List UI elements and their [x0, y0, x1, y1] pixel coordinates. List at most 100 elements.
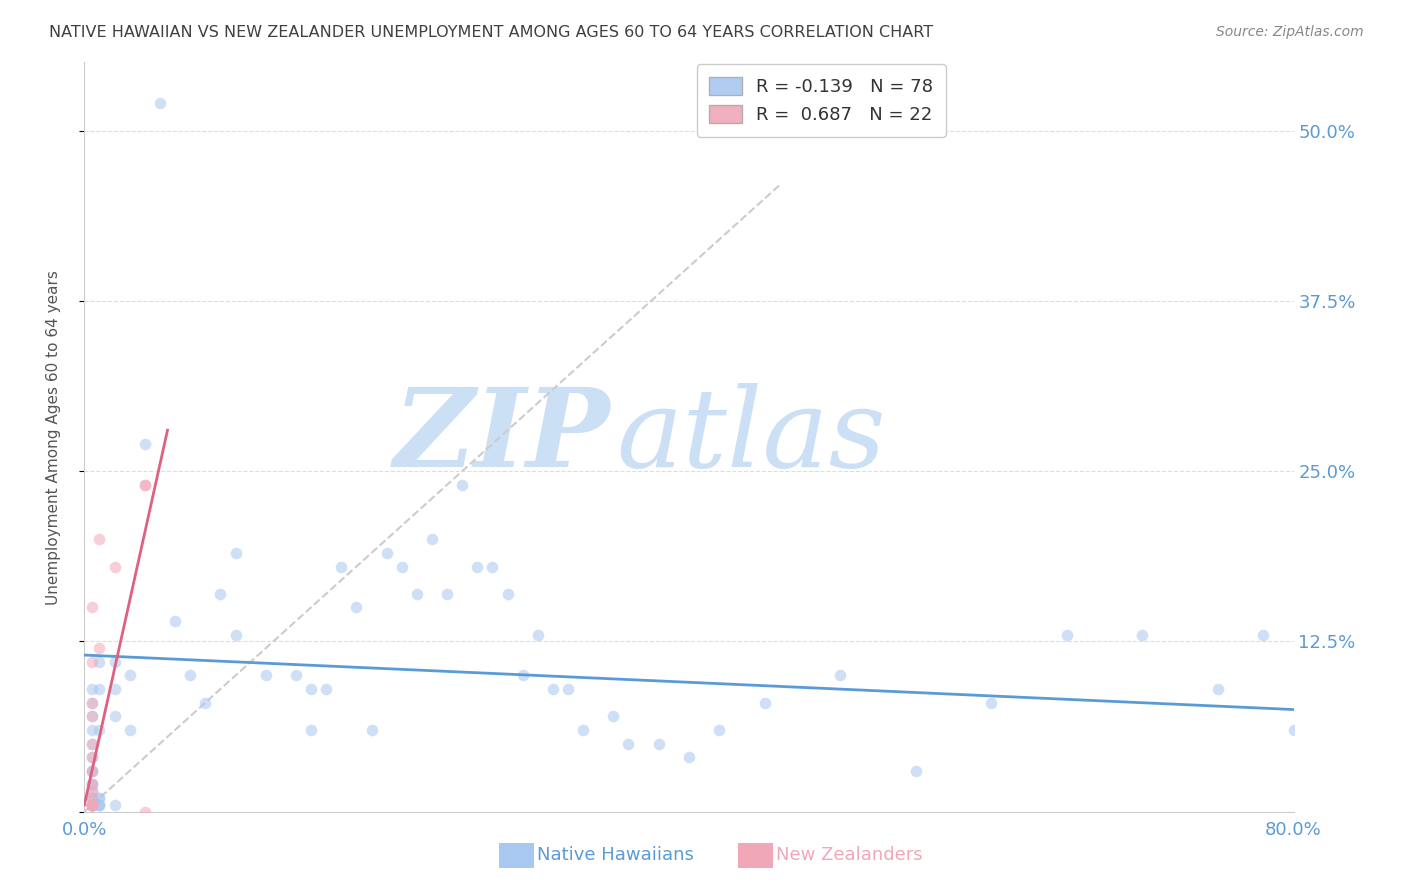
- Point: [709, 723, 731, 737]
- Point: [648, 737, 671, 751]
- Point: [512, 668, 534, 682]
- Point: [80, 764, 103, 778]
- Point: [602, 709, 624, 723]
- Point: [80, 723, 103, 737]
- Point: [541, 682, 564, 697]
- Point: [830, 668, 852, 682]
- Point: [80, 709, 103, 723]
- Point: [134, 477, 156, 491]
- Point: [617, 737, 640, 751]
- Point: [118, 723, 141, 737]
- Text: Source: ZipAtlas.com: Source: ZipAtlas.com: [1216, 25, 1364, 39]
- Point: [89, 723, 111, 737]
- Point: [527, 627, 550, 641]
- Point: [80, 709, 103, 723]
- Point: [80, 764, 103, 778]
- Point: [80, 750, 103, 764]
- Point: [80, 797, 103, 812]
- Point: [80, 797, 103, 812]
- Point: [104, 559, 127, 574]
- Point: [80, 737, 103, 751]
- Point: [420, 533, 443, 547]
- Point: [406, 587, 429, 601]
- Point: [80, 777, 103, 791]
- Point: [285, 668, 308, 682]
- Point: [80, 696, 103, 710]
- Point: [80, 750, 103, 764]
- Point: [89, 797, 111, 812]
- Point: [225, 627, 247, 641]
- Point: [80, 655, 103, 669]
- Text: atlas: atlas: [616, 384, 886, 491]
- Point: [134, 805, 156, 819]
- Point: [80, 791, 103, 805]
- Point: [209, 587, 232, 601]
- Point: [80, 797, 103, 812]
- Point: [1056, 627, 1078, 641]
- Point: [80, 797, 103, 812]
- Point: [89, 533, 111, 547]
- Point: [375, 546, 398, 560]
- Point: [330, 559, 353, 574]
- Point: [80, 696, 103, 710]
- Point: [360, 723, 382, 737]
- Point: [80, 797, 103, 812]
- Point: [557, 682, 579, 697]
- Point: [80, 797, 103, 812]
- Point: [481, 559, 503, 574]
- Point: [118, 668, 141, 682]
- Point: [104, 797, 127, 812]
- Point: [104, 709, 127, 723]
- Point: [299, 682, 322, 697]
- Point: [80, 737, 103, 751]
- Point: [104, 682, 127, 697]
- Point: [1282, 723, 1305, 737]
- Point: [80, 784, 103, 798]
- Point: [80, 777, 103, 791]
- Point: [89, 797, 111, 812]
- Point: [346, 600, 368, 615]
- Text: NATIVE HAWAIIAN VS NEW ZEALANDER UNEMPLOYMENT AMONG AGES 60 TO 64 YEARS CORRELAT: NATIVE HAWAIIAN VS NEW ZEALANDER UNEMPLO…: [49, 25, 934, 40]
- Text: New Zealanders: New Zealanders: [776, 847, 922, 864]
- Point: [80, 791, 103, 805]
- Point: [1206, 682, 1229, 697]
- Point: [134, 477, 156, 491]
- Point: [80, 797, 103, 812]
- Point: [89, 791, 111, 805]
- Point: [254, 668, 277, 682]
- Point: [134, 437, 156, 451]
- Point: [80, 797, 103, 812]
- Point: [80, 777, 103, 791]
- Point: [80, 797, 103, 812]
- Point: [754, 696, 776, 710]
- Point: [80, 791, 103, 805]
- Point: [678, 750, 700, 764]
- Point: [80, 600, 103, 615]
- Point: [89, 655, 111, 669]
- Point: [80, 797, 103, 812]
- Point: [467, 559, 489, 574]
- Point: [80, 784, 103, 798]
- Point: [980, 696, 1002, 710]
- Point: [225, 546, 247, 560]
- Point: [80, 797, 103, 812]
- Legend: R = -0.139   N = 78, R =  0.687   N = 22: R = -0.139 N = 78, R = 0.687 N = 22: [697, 64, 946, 137]
- Point: [315, 682, 337, 697]
- Text: Native Hawaiians: Native Hawaiians: [537, 847, 695, 864]
- Point: [496, 587, 519, 601]
- Point: [451, 477, 474, 491]
- Point: [391, 559, 413, 574]
- Point: [89, 797, 111, 812]
- Point: [904, 764, 927, 778]
- Point: [194, 696, 217, 710]
- Point: [165, 614, 187, 628]
- Point: [1253, 627, 1275, 641]
- Point: [80, 682, 103, 697]
- Point: [1130, 627, 1153, 641]
- Text: ZIP: ZIP: [394, 384, 610, 491]
- Y-axis label: Unemployment Among Ages 60 to 64 years: Unemployment Among Ages 60 to 64 years: [46, 269, 60, 605]
- Point: [179, 668, 201, 682]
- Point: [104, 655, 127, 669]
- Point: [89, 791, 111, 805]
- Point: [89, 682, 111, 697]
